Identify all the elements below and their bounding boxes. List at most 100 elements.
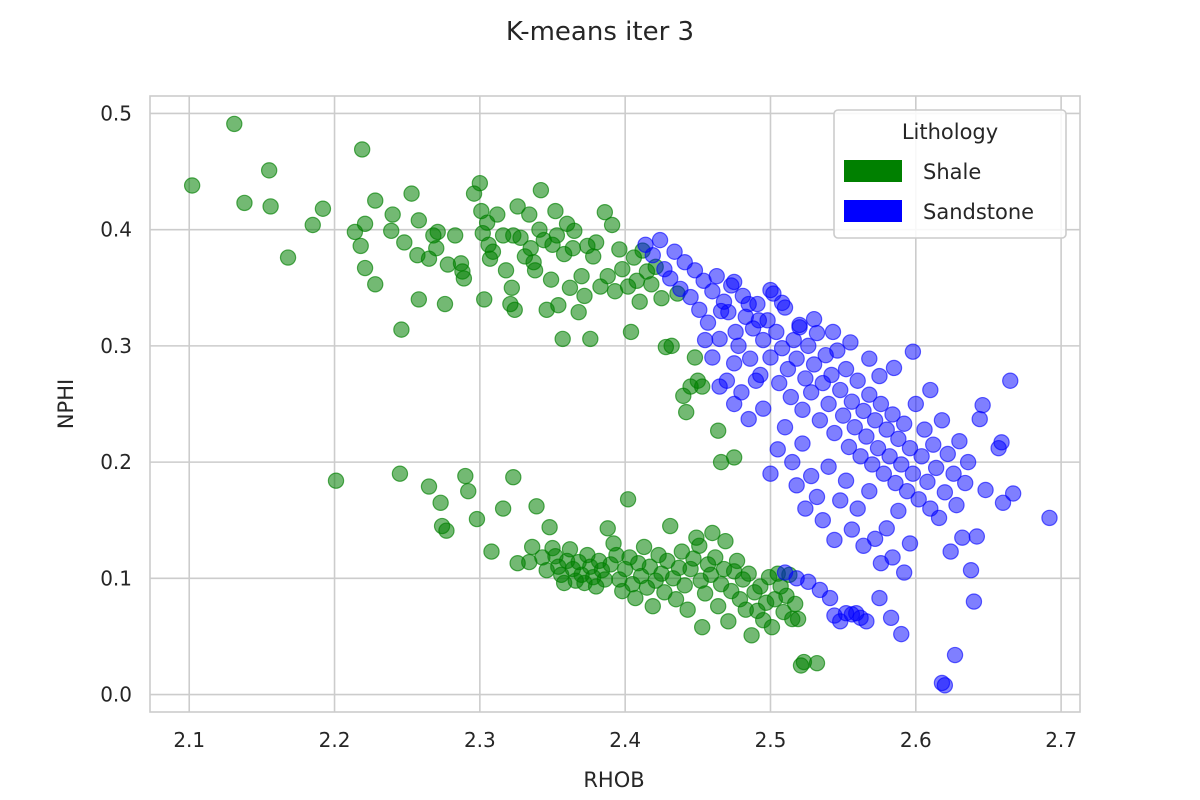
sandstone-point [762, 465, 779, 482]
sandstone-point [962, 562, 980, 579]
legend: Lithology Shale Sandstone [833, 109, 1067, 239]
sandstone-point [861, 482, 878, 500]
shale-point [523, 538, 541, 556]
data-points [183, 115, 1058, 694]
shale-point [704, 524, 721, 542]
shale-point [396, 234, 413, 251]
shale-point [728, 552, 746, 570]
shale-point [644, 598, 661, 615]
sandstone-point [762, 349, 779, 366]
shale-point [410, 212, 428, 229]
sandstone-point [791, 319, 808, 336]
shale-point [356, 259, 374, 277]
shale-point [582, 330, 599, 348]
shale-point [611, 241, 628, 258]
sandstone-point [808, 488, 826, 506]
sandstone-point [800, 337, 817, 355]
x-tick-label: 2.6 [900, 728, 932, 752]
plot-frame [149, 95, 1081, 713]
shale-point [420, 478, 438, 495]
shale-point [512, 229, 529, 246]
sandstone-point [904, 343, 922, 360]
sandstone-point [884, 406, 901, 423]
sandstone-point [755, 400, 772, 417]
y-tick-labels: 0.0 0.1 0.2 0.3 0.4 0.5 [100, 101, 132, 706]
sandstone-point [837, 360, 855, 378]
sandstone-point [881, 448, 898, 465]
sandstone-point [861, 350, 878, 367]
sandstone-point [957, 474, 974, 492]
sandstone-point [946, 646, 964, 664]
shale-point [561, 541, 579, 558]
sandstone-point [852, 448, 869, 465]
shale-point [693, 378, 711, 395]
shale-point [471, 174, 489, 192]
shale-point [576, 287, 593, 305]
sandstone-point [725, 395, 743, 413]
shale-point [384, 206, 401, 223]
x-axis-label: RHOB [583, 768, 644, 792]
sandstone-point [811, 412, 829, 429]
sandstone-point [711, 378, 728, 395]
sandstone-point [843, 393, 861, 410]
sandstone-point [821, 589, 839, 607]
sandstone-point [901, 439, 919, 457]
shale-point [506, 301, 523, 319]
y-tick-label: 0.5 [100, 101, 132, 125]
shale-point [522, 240, 539, 257]
sandstone-point [925, 436, 942, 453]
shale-point [599, 520, 616, 537]
shale-point [763, 618, 781, 636]
sandstone-point [784, 453, 801, 471]
sandstone-point [901, 535, 919, 552]
sandstone-point [773, 340, 791, 357]
sandstone-point [885, 359, 903, 377]
shale-point [725, 449, 743, 466]
shale-point [573, 267, 590, 285]
y-tick-label: 0.4 [100, 218, 132, 242]
shale-point [585, 248, 602, 265]
shale-point [631, 293, 648, 310]
sandstone-point [725, 273, 743, 291]
sandstone-point [768, 323, 785, 341]
shale-point [236, 194, 253, 212]
shale-point [262, 198, 279, 215]
sandstone-point [916, 421, 933, 438]
sandstone-point [849, 500, 866, 517]
sandstone-point [875, 465, 893, 482]
shale-point [532, 181, 550, 199]
sandstone-point [898, 482, 916, 500]
shale-point [494, 500, 512, 517]
chart-title: K-means iter 3 [506, 17, 694, 47]
sandstone-point [797, 500, 814, 517]
shale-point [635, 538, 653, 556]
shale-point [391, 465, 409, 482]
shale-point [561, 279, 579, 296]
sandstone-point [800, 573, 817, 591]
sandstone-point [704, 349, 721, 366]
sandstone-point [942, 543, 959, 560]
sandstone-point [824, 323, 842, 341]
sandstone-point [730, 337, 747, 355]
sandstone-point [871, 367, 888, 385]
shale-point [547, 202, 564, 220]
sandstone-point [930, 509, 948, 527]
shale-point [314, 200, 332, 217]
sandstone-point [712, 302, 730, 320]
sandstone-point [802, 384, 820, 401]
sandstone-point [794, 401, 811, 419]
sandstone-point [820, 395, 837, 413]
sandstone-point [933, 412, 951, 429]
sandstone-point [691, 301, 708, 319]
sandstone-point [1002, 372, 1019, 389]
sandstone-point [890, 502, 907, 520]
sandstone-point [878, 421, 895, 438]
shale-point [505, 469, 522, 486]
shale-point [622, 323, 640, 341]
sandstone-point [910, 491, 927, 508]
shale-point [720, 613, 737, 630]
shale-point [460, 482, 477, 500]
sandstone-point [782, 388, 800, 406]
shale-point [709, 598, 727, 615]
sandstone-point [959, 453, 977, 471]
